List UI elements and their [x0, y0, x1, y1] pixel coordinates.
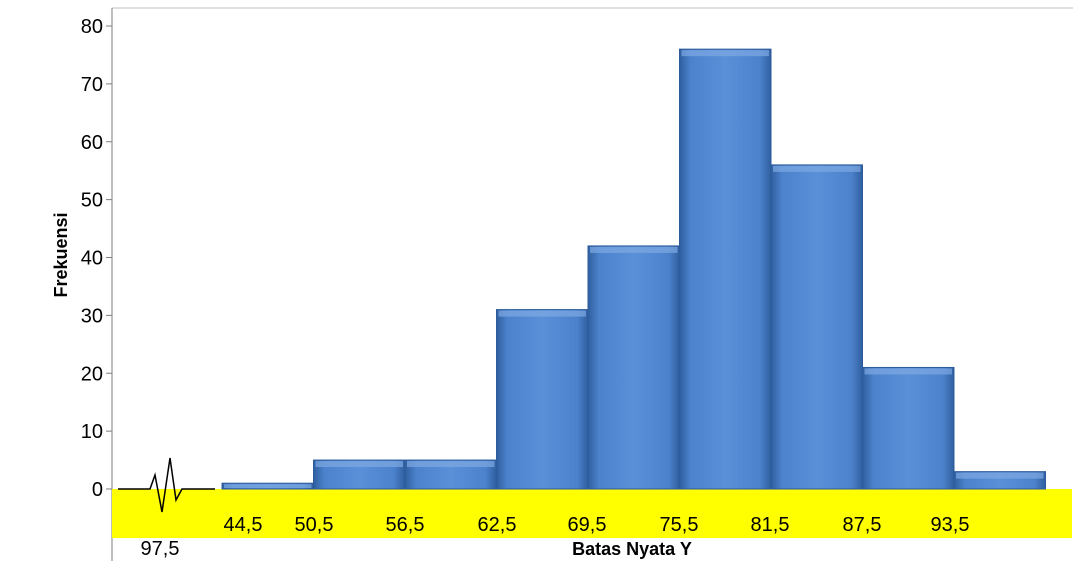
bar-highlight [681, 50, 769, 57]
y-tick-label: 30 [81, 305, 103, 327]
x-label-band [112, 489, 1072, 538]
x-tick-label: 62,5 [478, 514, 517, 536]
bar-highlight [956, 472, 1044, 479]
x-tick-label: 93,5 [931, 514, 970, 536]
axis-break-icon [118, 457, 215, 513]
x-tick-label: 87,5 [843, 514, 882, 536]
histogram-bar [862, 366, 955, 490]
histogram-bar [496, 309, 589, 490]
x-tick-label: 69,5 [568, 514, 607, 536]
y-tick-label: 50 [81, 190, 103, 212]
x-tick-label: 81,5 [751, 514, 790, 536]
extra-x-label: 97,5 [141, 538, 180, 560]
x-tick-label: 50,5 [295, 514, 334, 536]
y-tick-label: 70 [81, 74, 103, 96]
x-tick-label: 56,5 [386, 514, 425, 536]
bar-highlight [407, 461, 495, 468]
bar-highlight [224, 484, 312, 488]
x-axis-title: Batas Nyata Y [572, 539, 692, 559]
y-tick-label: 10 [81, 421, 103, 443]
y-tick-label: 0 [92, 479, 103, 501]
y-axis-ticks: 0 10 20 30 40 50 60 70 80 [81, 16, 112, 501]
y-tick-label: 80 [81, 16, 103, 38]
bars [221, 48, 1046, 490]
bar-highlight [773, 165, 861, 172]
x-tick-label: 44,5 [224, 514, 263, 536]
y-tick-label: 60 [81, 132, 103, 154]
histogram-bar [679, 48, 772, 490]
bar-highlight [590, 246, 678, 253]
histogram-bar [770, 164, 863, 490]
x-tick-label: 75,5 [660, 514, 699, 536]
y-tick-label: 40 [81, 248, 103, 270]
bar-highlight [864, 368, 952, 375]
bar-highlight [498, 310, 586, 317]
x-tick-labels: 44,5 50,5 56,5 62,5 69,5 75,5 81,5 87,5 93,5 [224, 514, 970, 536]
bar-highlight [315, 461, 403, 468]
y-axis-title: Frekuensi [51, 212, 71, 297]
y-tick-label: 20 [81, 363, 103, 385]
histogram-bar [587, 245, 680, 490]
